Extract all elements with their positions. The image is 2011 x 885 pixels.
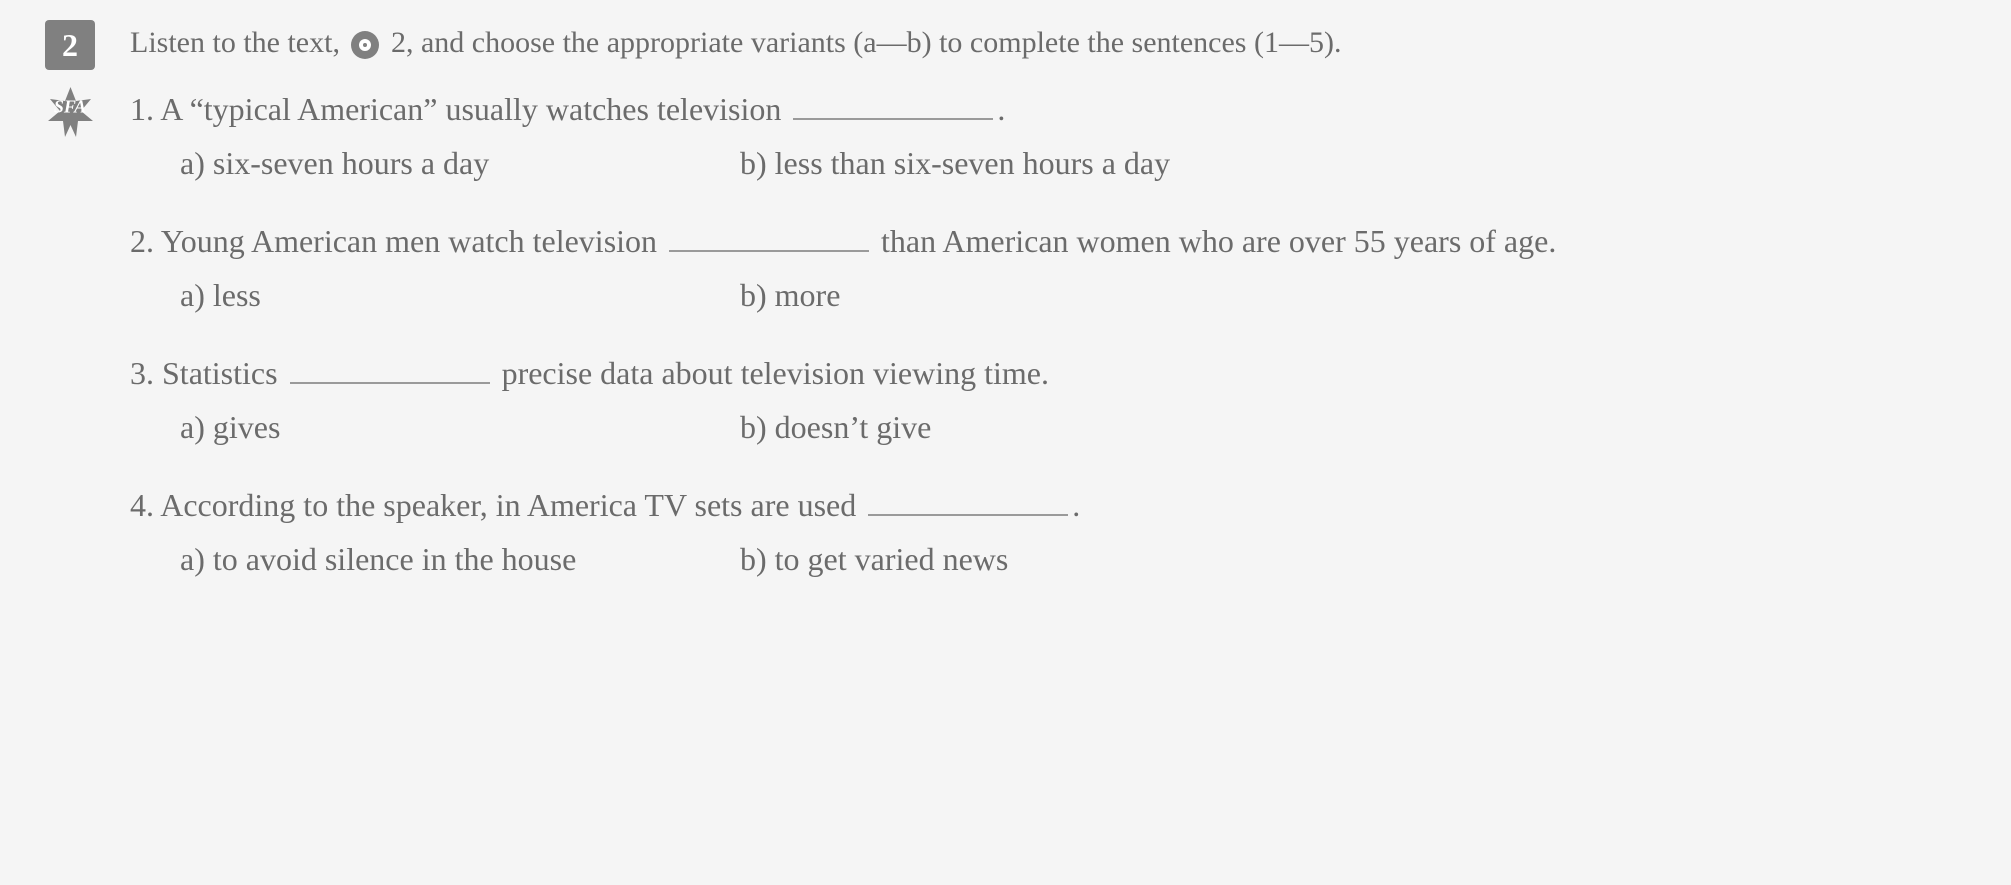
options-row: a) to avoid silence in the house b) to g…	[180, 541, 1971, 578]
question-3: 3. Statistics precise data about televis…	[130, 349, 1971, 446]
option-a[interactable]: a) to avoid silence in the house	[180, 541, 680, 578]
question-text-before: A “typical American” usually watches tel…	[160, 91, 781, 127]
instruction-prefix: Listen to the text,	[130, 26, 340, 59]
instruction-suffix: 2, and choose the appropriate variants (…	[391, 26, 1342, 59]
question-text: 4. According to the speaker, in America …	[130, 481, 1971, 529]
exercise-number-badge: 2	[45, 20, 95, 70]
question-number: 3.	[130, 355, 154, 391]
instruction-text: Listen to the text, 2, and choose the ap…	[130, 20, 1971, 65]
question-4: 4. According to the speaker, in America …	[130, 481, 1971, 578]
sfa-text: SFA	[54, 97, 86, 118]
option-a[interactable]: a) gives	[180, 409, 680, 446]
question-text: 3. Statistics precise data about televis…	[130, 349, 1971, 397]
option-b[interactable]: b) to get varied news	[740, 541, 1971, 578]
question-number: 1.	[130, 91, 154, 127]
blank-line[interactable]	[793, 100, 993, 120]
blank-line[interactable]	[868, 496, 1068, 516]
question-text-before: Young American men watch television	[161, 223, 657, 259]
question-text-after: .	[1072, 487, 1080, 523]
options-row: a) less b) more	[180, 277, 1971, 314]
option-b[interactable]: b) less than six-seven hours a day	[740, 145, 1971, 182]
sfa-badge: SFA	[43, 85, 98, 129]
question-text-after: .	[997, 91, 1005, 127]
options-row: a) six-seven hours a day b) less than si…	[180, 145, 1971, 182]
exercise-container: 2 SFA Listen to the text, 2, and choose …	[40, 20, 1971, 613]
content-column: Listen to the text, 2, and choose the ap…	[130, 20, 1971, 613]
question-text-after: than American women who are over 55 year…	[881, 223, 1556, 259]
question-2: 2. Young American men watch television t…	[130, 217, 1971, 314]
audio-icon	[351, 31, 379, 59]
question-text: 1. A “typical American” usually watches …	[130, 85, 1971, 133]
option-a[interactable]: a) six-seven hours a day	[180, 145, 680, 182]
question-text-after: precise data about television viewing ti…	[502, 355, 1049, 391]
left-column: 2 SFA	[40, 20, 100, 613]
option-b[interactable]: b) more	[740, 277, 1971, 314]
question-text-before: According to the speaker, in America TV …	[160, 487, 856, 523]
question-text: 2. Young American men watch television t…	[130, 217, 1971, 265]
disc-icon	[357, 37, 373, 53]
question-1: 1. A “typical American” usually watches …	[130, 85, 1971, 182]
options-row: a) gives b) doesn’t give	[180, 409, 1971, 446]
question-number: 2.	[130, 223, 154, 259]
question-number: 4.	[130, 487, 154, 523]
option-a[interactable]: a) less	[180, 277, 680, 314]
option-b[interactable]: b) doesn’t give	[740, 409, 1971, 446]
question-text-before: Statistics	[162, 355, 278, 391]
blank-line[interactable]	[669, 232, 869, 252]
blank-line[interactable]	[290, 364, 490, 384]
